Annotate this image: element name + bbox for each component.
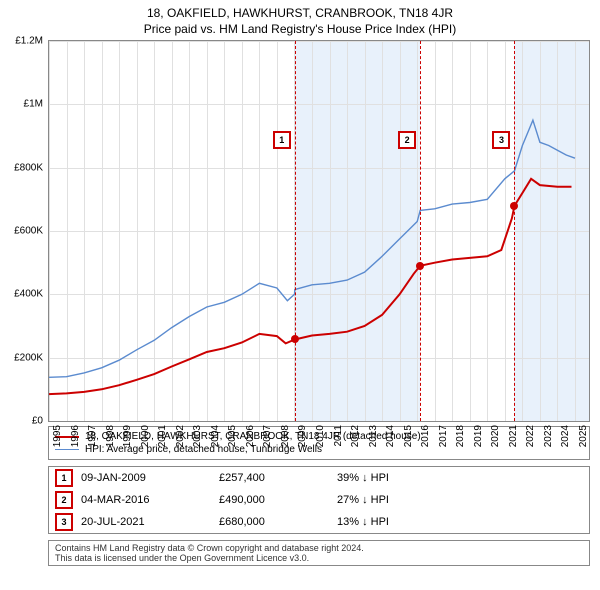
sale-index-box: 2	[55, 491, 73, 509]
sale-diff: 13% ↓ HPI	[337, 516, 583, 528]
x-axis-label: 2012	[350, 425, 361, 447]
y-axis-label: £200K	[14, 352, 43, 363]
x-axis-label: 2008	[280, 425, 291, 447]
footnote: Contains HM Land Registry data © Crown c…	[48, 540, 590, 566]
y-axis-label: £1.2M	[15, 36, 43, 47]
x-axis-label: 2004	[210, 425, 221, 447]
x-axis-label: 2014	[385, 425, 396, 447]
footnote-line: This data is licensed under the Open Gov…	[55, 553, 583, 563]
x-axis-label: 2016	[420, 425, 431, 447]
x-axis-label: 1999	[122, 425, 133, 447]
sale-index-box: 3	[55, 513, 73, 531]
chart-subtitle: Price paid vs. HM Land Registry's House …	[0, 20, 600, 40]
x-axis-label: 2020	[490, 425, 501, 447]
x-axis-label: 1997	[87, 425, 98, 447]
sale-diff: 39% ↓ HPI	[337, 472, 583, 484]
x-axis-label: 2003	[192, 425, 203, 447]
chart-container: 18, OAKFIELD, HAWKHURST, CRANBROOK, TN18…	[0, 0, 600, 590]
x-axis-label: 2001	[157, 425, 168, 447]
sale-vline	[514, 41, 515, 421]
sale-marker: 3	[492, 131, 510, 149]
y-axis-label: £800K	[14, 162, 43, 173]
table-row: 2 04-MAR-2016 £490,000 27% ↓ HPI	[49, 489, 589, 511]
x-axis-label: 1995	[52, 425, 63, 447]
sale-diff: 27% ↓ HPI	[337, 494, 583, 506]
x-axis-label: 2005	[227, 425, 238, 447]
x-axis-label: 2000	[140, 425, 151, 447]
sale-vline	[295, 41, 296, 421]
x-axis-label: 2018	[455, 425, 466, 447]
table-row: 3 20-JUL-2021 £680,000 13% ↓ HPI	[49, 511, 589, 533]
x-axis-label: 2002	[175, 425, 186, 447]
sale-index-box: 1	[55, 469, 73, 487]
sale-date: 20-JUL-2021	[81, 516, 211, 528]
x-axis-label: 2015	[403, 425, 414, 447]
x-axis-label: 2013	[368, 425, 379, 447]
y-axis-label: £0	[32, 416, 43, 427]
x-axis-label: 2007	[262, 425, 273, 447]
x-axis-label: 1998	[105, 425, 116, 447]
sale-price: £680,000	[219, 516, 329, 528]
sale-dot	[510, 202, 518, 210]
y-axis-label: £400K	[14, 289, 43, 300]
sale-vline	[420, 41, 421, 421]
x-axis-label: 2025	[578, 425, 589, 447]
series-hpi	[49, 120, 575, 377]
x-axis-label: 2010	[315, 425, 326, 447]
x-axis-label: 2024	[560, 425, 571, 447]
x-axis-label: 2011	[333, 425, 344, 447]
series-property	[49, 179, 572, 394]
x-axis-label: 2006	[245, 425, 256, 447]
sales-table: 1 09-JAN-2009 £257,400 39% ↓ HPI 2 04-MAR-201…	[48, 466, 590, 534]
sale-marker: 2	[398, 131, 416, 149]
sale-dot	[291, 335, 299, 343]
sale-marker: 1	[273, 131, 291, 149]
legend-swatch	[55, 449, 79, 450]
sale-price: £257,400	[219, 472, 329, 484]
sale-date: 09-JAN-2009	[81, 472, 211, 484]
x-axis-label: 2009	[297, 425, 308, 447]
x-axis-label: 2023	[543, 425, 554, 447]
sale-price: £490,000	[219, 494, 329, 506]
plot-area: £0£200K£400K£600K£800K£1M£1.2M1995199619…	[48, 40, 590, 422]
x-axis-label: 2022	[525, 425, 536, 447]
table-row: 1 09-JAN-2009 £257,400 39% ↓ HPI	[49, 467, 589, 489]
y-axis-label: £1M	[24, 99, 43, 110]
x-axis-label: 2017	[438, 425, 449, 447]
x-axis-label: 2019	[473, 425, 484, 447]
sale-date: 04-MAR-2016	[81, 494, 211, 506]
x-axis-label: 1996	[70, 425, 81, 447]
x-axis-label: 2021	[508, 425, 519, 447]
line-plot-svg	[49, 41, 589, 421]
chart-title: 18, OAKFIELD, HAWKHURST, CRANBROOK, TN18…	[0, 0, 600, 20]
footnote-line: Contains HM Land Registry data © Crown c…	[55, 543, 583, 553]
sale-dot	[416, 262, 424, 270]
y-axis-label: £600K	[14, 226, 43, 237]
